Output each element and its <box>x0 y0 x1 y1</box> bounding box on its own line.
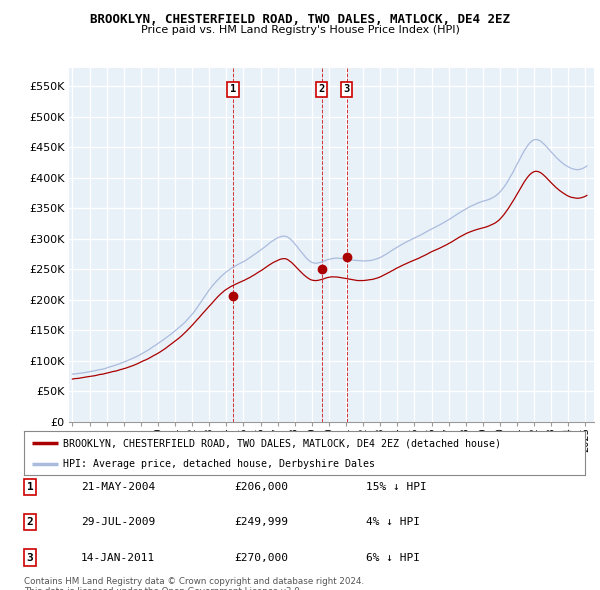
Text: BROOKLYN, CHESTERFIELD ROAD, TWO DALES, MATLOCK, DE4 2EZ: BROOKLYN, CHESTERFIELD ROAD, TWO DALES, … <box>90 13 510 26</box>
Text: 29-JUL-2009: 29-JUL-2009 <box>81 517 155 527</box>
Text: BROOKLYN, CHESTERFIELD ROAD, TWO DALES, MATLOCK, DE4 2EZ (detached house): BROOKLYN, CHESTERFIELD ROAD, TWO DALES, … <box>63 438 501 448</box>
Text: £206,000: £206,000 <box>234 482 288 491</box>
Text: 6% ↓ HPI: 6% ↓ HPI <box>366 553 420 562</box>
Text: £249,999: £249,999 <box>234 517 288 527</box>
Text: 1: 1 <box>26 482 34 491</box>
Text: 14-JAN-2011: 14-JAN-2011 <box>81 553 155 562</box>
Text: Contains HM Land Registry data © Crown copyright and database right 2024.
This d: Contains HM Land Registry data © Crown c… <box>24 577 364 590</box>
Text: 4% ↓ HPI: 4% ↓ HPI <box>366 517 420 527</box>
Text: 3: 3 <box>26 553 34 562</box>
Text: Price paid vs. HM Land Registry's House Price Index (HPI): Price paid vs. HM Land Registry's House … <box>140 25 460 35</box>
Text: 1: 1 <box>230 84 236 94</box>
Text: 2: 2 <box>26 517 34 527</box>
Text: HPI: Average price, detached house, Derbyshire Dales: HPI: Average price, detached house, Derb… <box>63 459 375 469</box>
Text: 3: 3 <box>344 84 350 94</box>
Text: 21-MAY-2004: 21-MAY-2004 <box>81 482 155 491</box>
Text: £270,000: £270,000 <box>234 553 288 562</box>
Text: 15% ↓ HPI: 15% ↓ HPI <box>366 482 427 491</box>
Text: 2: 2 <box>319 84 325 94</box>
